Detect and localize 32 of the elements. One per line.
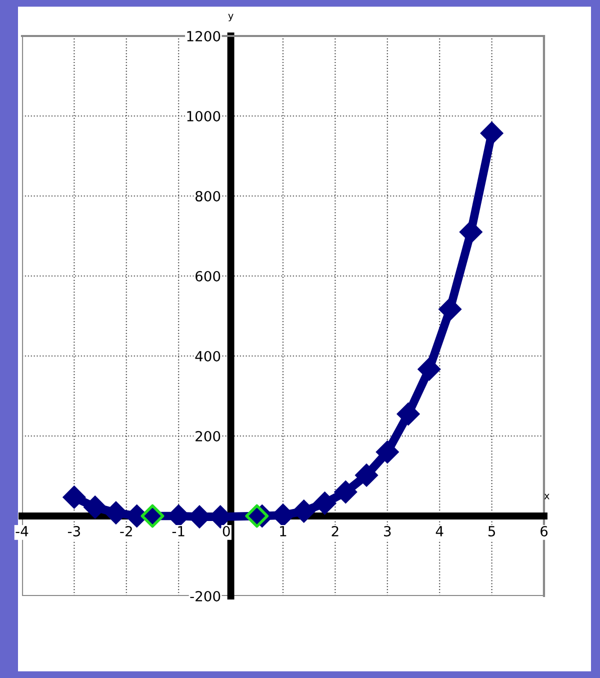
x-tick-label: -1 (172, 526, 184, 536)
x-tick-label: 4 (436, 526, 444, 536)
x-tick-label: 3 (384, 526, 391, 536)
y-tick-label: -200 (190, 590, 220, 602)
point (480, 122, 504, 145)
point (292, 500, 316, 523)
point (438, 298, 462, 321)
x-axis-title: x (544, 494, 550, 500)
x-tick-label: 6 (540, 526, 548, 536)
y-tick-label: 1000 (187, 110, 220, 122)
y-tick-label: 800 (196, 190, 220, 202)
point (459, 220, 482, 244)
point (62, 486, 86, 509)
x-tick-label: -2 (120, 526, 132, 536)
y-tick-label: 600 (196, 270, 220, 282)
point (334, 480, 358, 504)
x-tick-label: -4 (16, 526, 28, 536)
point (313, 492, 336, 515)
x-tick-label: 0 (222, 526, 230, 536)
point (84, 496, 107, 519)
y-axis-title: y (228, 14, 234, 22)
point (418, 358, 441, 381)
y-tick-label: 200 (196, 430, 220, 442)
x-tick-label: 1 (280, 526, 286, 536)
point (376, 440, 399, 464)
y-tick-label: 1200 (187, 30, 220, 42)
y-tick-label: 400 (195, 350, 220, 362)
point (355, 464, 378, 487)
point (396, 402, 420, 426)
x-tick-label: 5 (488, 526, 496, 536)
x-tick-label: 2 (332, 526, 338, 536)
x-tick-label: -3 (68, 526, 80, 536)
